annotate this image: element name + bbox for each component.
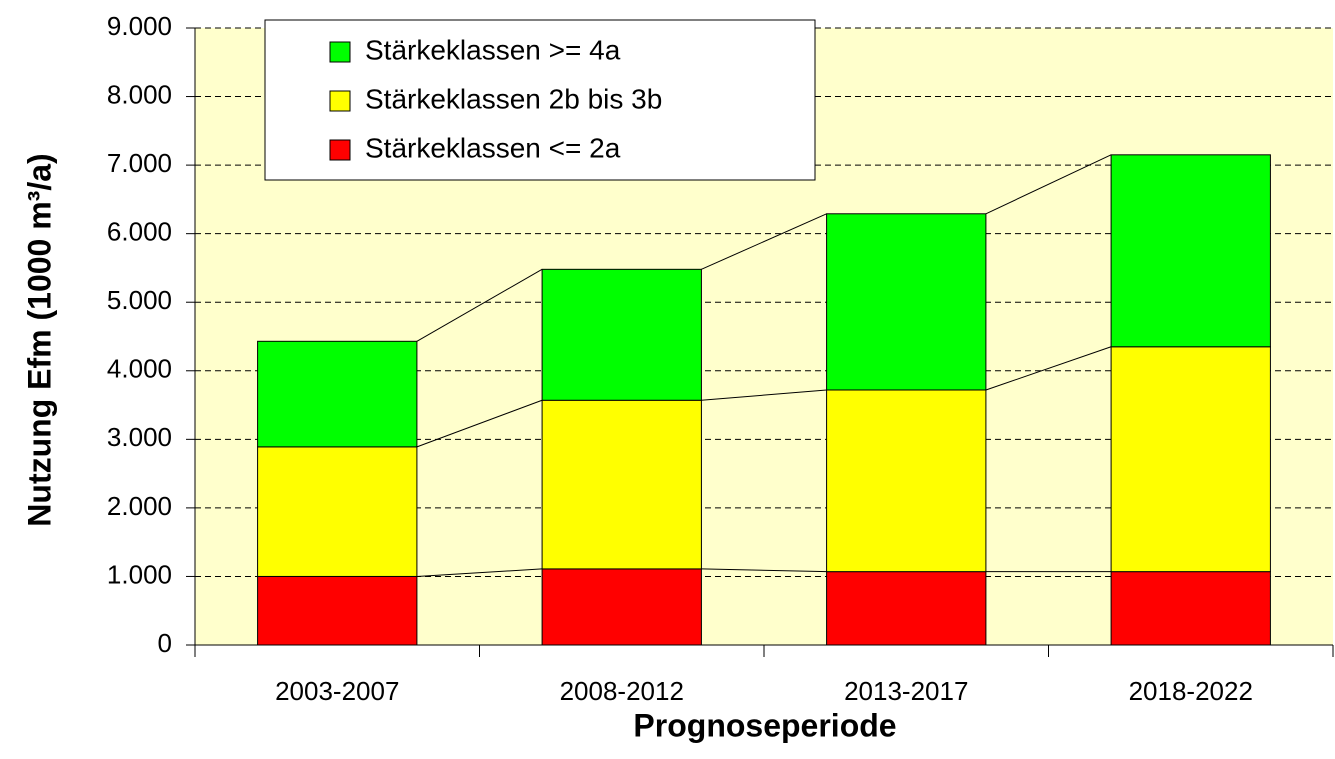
y-tick-label: 8.000 [107, 79, 172, 109]
x-tick-label: 2018-2022 [1129, 676, 1253, 706]
y-tick-label: 4.000 [107, 354, 172, 384]
y-axis-title: Nutzung Efm (1000 m³/a) [21, 153, 57, 526]
x-axis-title: Prognoseperiode [633, 707, 896, 743]
bar-segment [826, 389, 987, 573]
y-tick-label: 7.000 [107, 148, 172, 178]
legend-swatch [329, 41, 351, 63]
legend-label: Stärkeklassen 2b bis 3b [365, 83, 662, 114]
bar-segment [1110, 571, 1271, 646]
bar-segment [1110, 346, 1271, 573]
bar-segment [257, 575, 418, 646]
series-line [416, 568, 543, 577]
x-tick-label: 2003-2007 [275, 676, 399, 706]
series-line [701, 389, 827, 401]
series-line [985, 154, 1112, 215]
bar-segment [257, 340, 418, 448]
y-tick-label: 0 [158, 628, 172, 658]
legend-swatch [329, 90, 351, 112]
y-tick-label: 5.000 [107, 285, 172, 315]
legend-box [264, 19, 816, 181]
y-tick-label: 3.000 [107, 422, 172, 452]
bar-segment [541, 568, 702, 646]
legend-label: Stärkeklassen <= 2a [365, 132, 621, 163]
y-tick-label: 1.000 [107, 559, 172, 589]
series-line [701, 568, 827, 573]
y-tick-label: 2.000 [107, 491, 172, 521]
bar-segment [541, 399, 702, 570]
bar-segment [1110, 154, 1271, 348]
x-tick-label: 2008-2012 [560, 676, 684, 706]
bar-segment [541, 268, 702, 401]
y-tick-label: 6.000 [107, 217, 172, 247]
legend-label: Stärkeklassen >= 4a [365, 34, 621, 65]
series-line [985, 346, 1112, 391]
bar-segment [826, 571, 987, 646]
series-line [416, 268, 543, 342]
bar-segment [257, 446, 418, 577]
series-line [701, 213, 827, 270]
bar-segment [826, 213, 987, 391]
x-tick-label: 2013-2017 [844, 676, 968, 706]
series-line [416, 399, 543, 448]
legend-swatch [329, 139, 351, 161]
y-tick-label: 9.000 [107, 11, 172, 41]
